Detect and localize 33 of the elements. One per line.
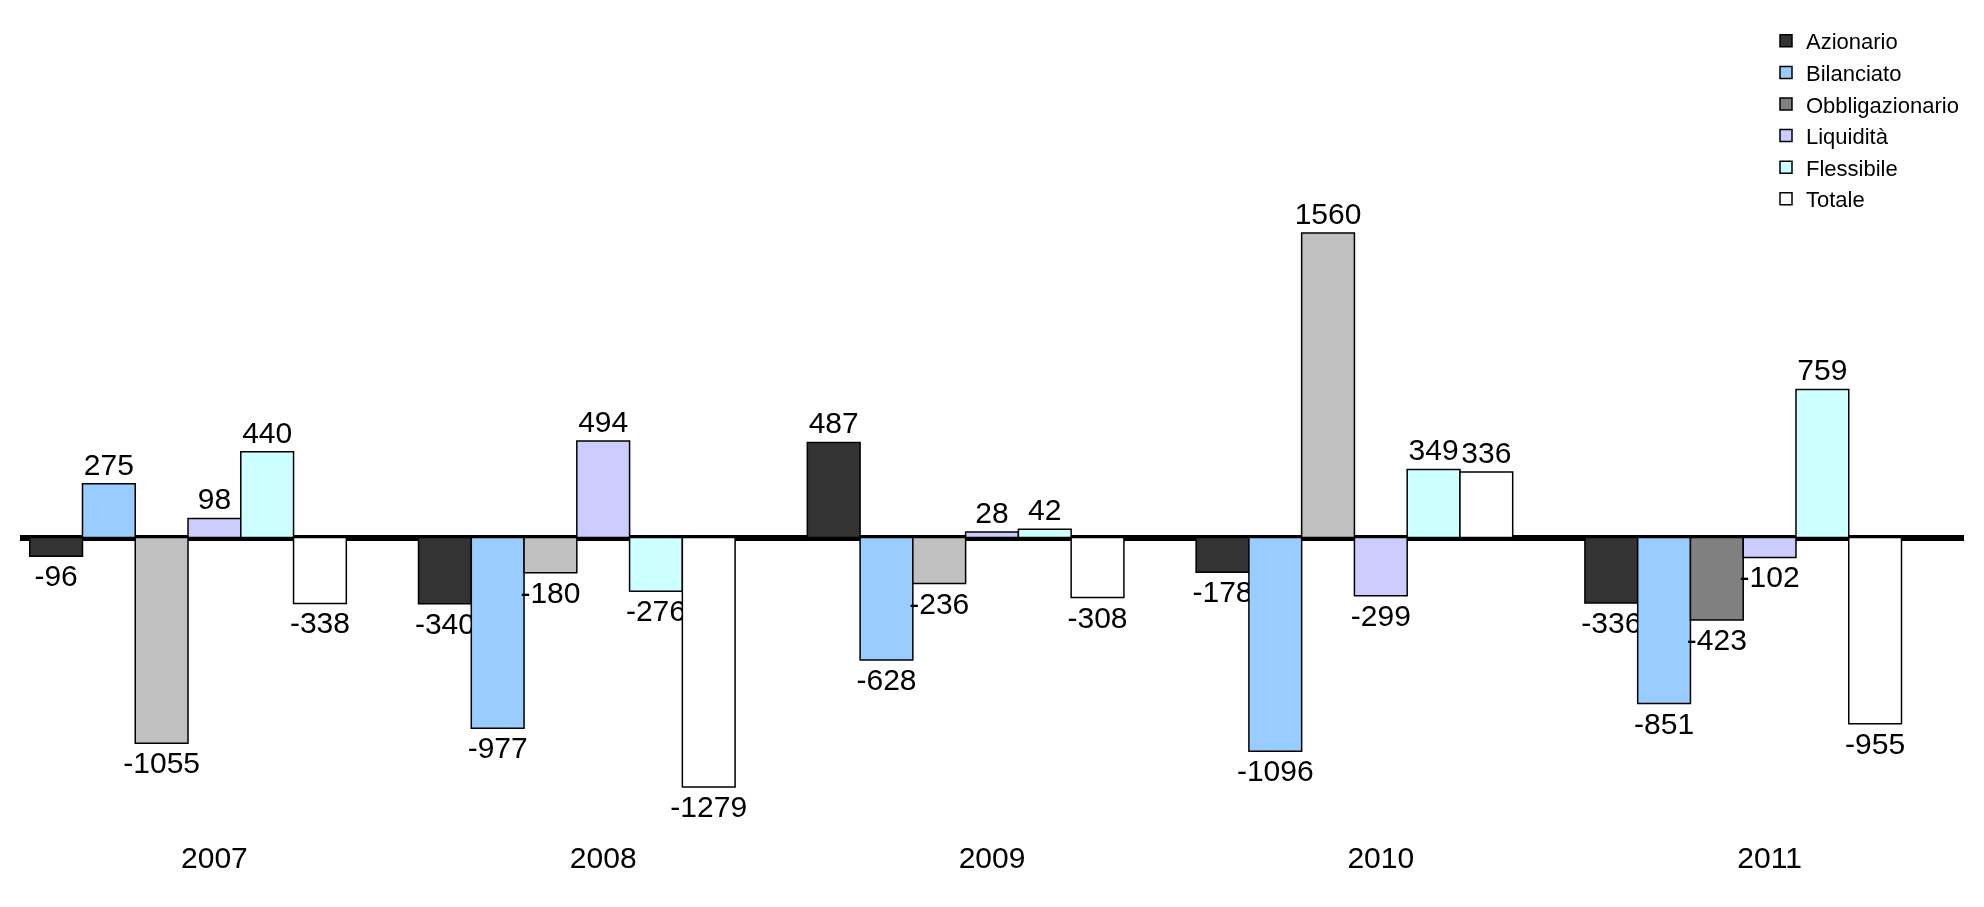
data-label: 440 — [242, 415, 293, 449]
data-label: -1096 — [1236, 754, 1314, 788]
data-label: -851 — [1634, 706, 1695, 740]
data-label: -955 — [1845, 726, 1906, 760]
x-tick-label: 2010 — [1347, 841, 1415, 874]
legend-label: Liquidità — [1806, 124, 1889, 150]
data-label: 275 — [83, 447, 134, 481]
data-label: 494 — [578, 405, 629, 439]
x-tick-label: 2008 — [569, 841, 637, 874]
data-label: 28 — [975, 496, 1009, 530]
data-label: -1279 — [670, 790, 748, 824]
data-label: 336 — [1461, 435, 1512, 469]
legend-label: Flessibile — [1806, 155, 1898, 181]
x-tick-label: 2007 — [181, 841, 248, 874]
legend-label: Obbligazionario — [1806, 92, 1959, 118]
data-label: -308 — [1067, 600, 1128, 634]
legend-label: Bilanciato — [1806, 60, 1902, 86]
data-label: 759 — [1797, 353, 1848, 387]
data-label: 42 — [1028, 493, 1062, 527]
data-label: 487 — [808, 406, 859, 440]
data-label: -96 — [34, 559, 78, 593]
data-label: 98 — [197, 482, 232, 516]
x-tick-label: 2011 — [1737, 841, 1802, 874]
data-label: -338 — [289, 606, 350, 640]
data-label: -299 — [1350, 598, 1411, 632]
data-label: 1560 — [1294, 197, 1362, 231]
legend-label: Azionario — [1806, 29, 1898, 55]
data-label: -977 — [467, 731, 528, 765]
data-label: 349 — [1408, 433, 1459, 467]
data-label: -628 — [856, 663, 917, 697]
x-tick-label: 2009 — [958, 841, 1026, 874]
data-label: -1055 — [123, 746, 200, 780]
legend-label: Totale — [1806, 187, 1865, 213]
